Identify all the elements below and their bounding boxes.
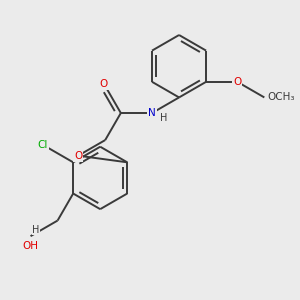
Text: O: O	[99, 80, 108, 89]
Text: O: O	[233, 77, 242, 87]
Text: H: H	[160, 113, 168, 123]
Text: OH: OH	[22, 241, 38, 251]
Text: Cl: Cl	[38, 140, 48, 150]
Text: OCH₃: OCH₃	[267, 92, 295, 102]
Text: H: H	[32, 224, 40, 235]
Text: N: N	[148, 108, 156, 118]
Text: O: O	[74, 151, 82, 161]
